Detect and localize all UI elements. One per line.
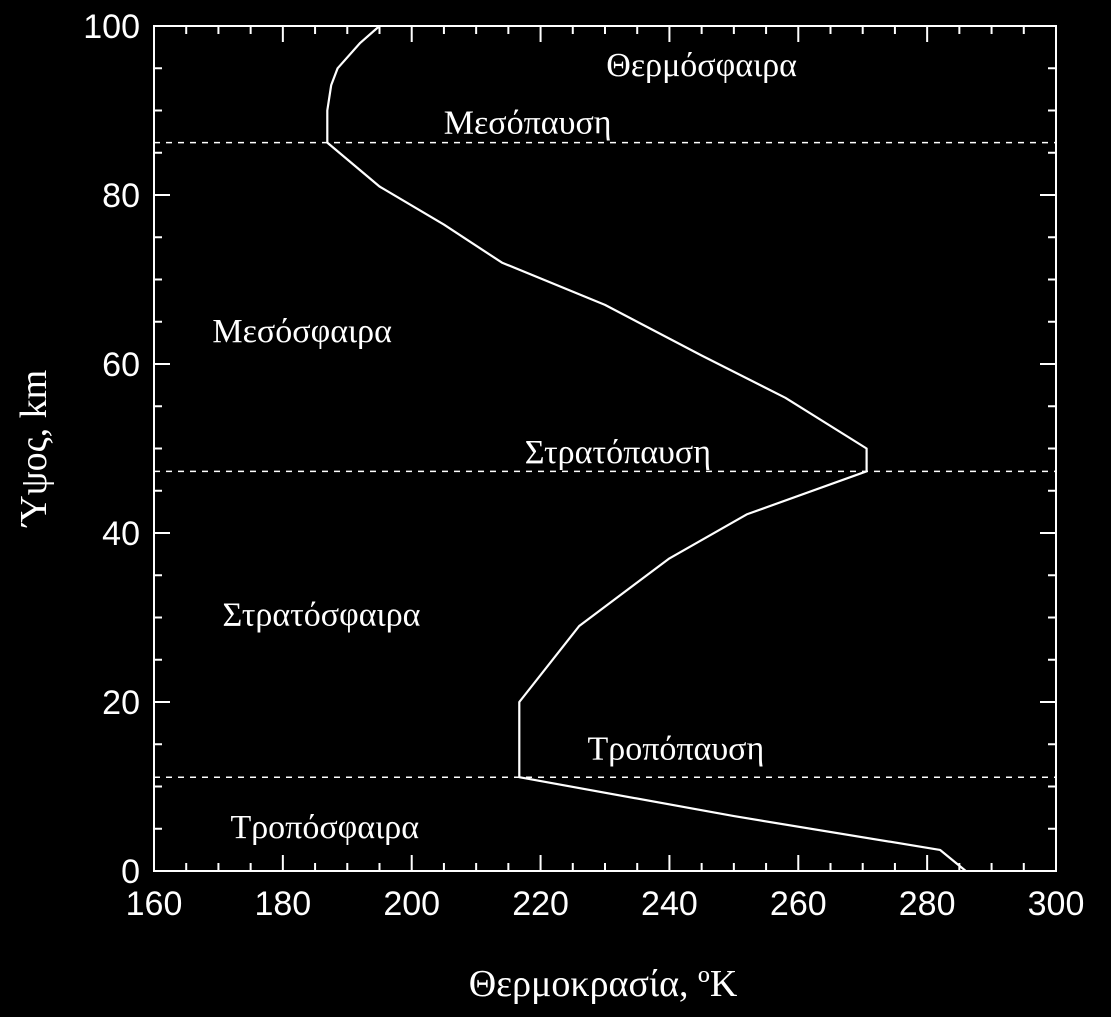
y-tick-label: 40 bbox=[102, 515, 140, 553]
region-label: Μεσόσφαιρα bbox=[212, 313, 392, 350]
region-label: Τροπόπαυση bbox=[587, 731, 764, 768]
x-tick-label: 260 bbox=[770, 885, 827, 923]
y-tick-label: 60 bbox=[102, 346, 140, 384]
y-axis-title: Ύψος, km bbox=[13, 370, 55, 528]
y-tick-label: 0 bbox=[121, 853, 140, 891]
region-label: Θερμόσφαιρα bbox=[606, 47, 797, 84]
x-tick-label: 220 bbox=[512, 885, 569, 923]
x-tick-label: 160 bbox=[126, 885, 183, 923]
x-tick-label: 240 bbox=[641, 885, 698, 923]
temperature-profile-line bbox=[326, 25, 967, 872]
x-tick-label: 180 bbox=[254, 885, 311, 923]
y-tick-label: 80 bbox=[102, 177, 140, 215]
x-tick-label: 200 bbox=[383, 885, 440, 923]
y-tick-label: 100 bbox=[83, 8, 140, 46]
region-label: Στρατόσφαιρα bbox=[223, 596, 421, 633]
y-tick-label: 20 bbox=[102, 684, 140, 722]
temperature-profile bbox=[326, 25, 967, 872]
region-label: Μεσόπαυση bbox=[444, 104, 612, 141]
region-label: Τροπόσφαιρα bbox=[230, 809, 419, 846]
axis-ticks: 160 180 200 220 240 260 280 300 0 20 40 60 80 100 bbox=[83, 8, 1084, 923]
region-labels: Θερμόσφαιρα Μεσόπαυση Μεσόσφαιρα Στρατόπαυσ… bbox=[212, 47, 797, 846]
x-tick-label: 280 bbox=[899, 885, 956, 923]
region-label: Στρατόπαυση bbox=[525, 434, 711, 471]
x-axis-title: Θερμοκρασία, ºK bbox=[469, 963, 738, 1005]
x-tick-label: 300 bbox=[1028, 885, 1085, 923]
